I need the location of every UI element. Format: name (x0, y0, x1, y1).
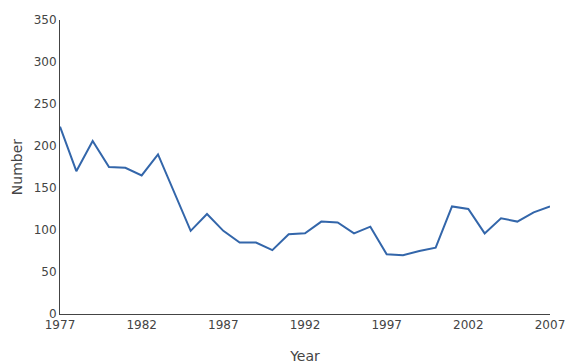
svg-text:150: 150 (34, 181, 57, 195)
svg-text:1977: 1977 (45, 318, 76, 332)
svg-text:1992: 1992 (290, 318, 321, 332)
svg-text:250: 250 (34, 97, 57, 111)
svg-text:1987: 1987 (208, 318, 239, 332)
svg-text:2002: 2002 (453, 318, 484, 332)
svg-text:300: 300 (34, 55, 57, 69)
svg-text:2007: 2007 (535, 318, 566, 332)
svg-text:100: 100 (34, 223, 57, 237)
svg-text:1997: 1997 (371, 318, 402, 332)
svg-text:200: 200 (34, 139, 57, 153)
svg-text:350: 350 (34, 13, 57, 27)
svg-text:0: 0 (49, 307, 57, 321)
svg-text:1982: 1982 (126, 318, 157, 332)
svg-text:Number: Number (9, 139, 25, 195)
svg-text:50: 50 (41, 265, 56, 279)
svg-text:Year: Year (289, 348, 320, 364)
